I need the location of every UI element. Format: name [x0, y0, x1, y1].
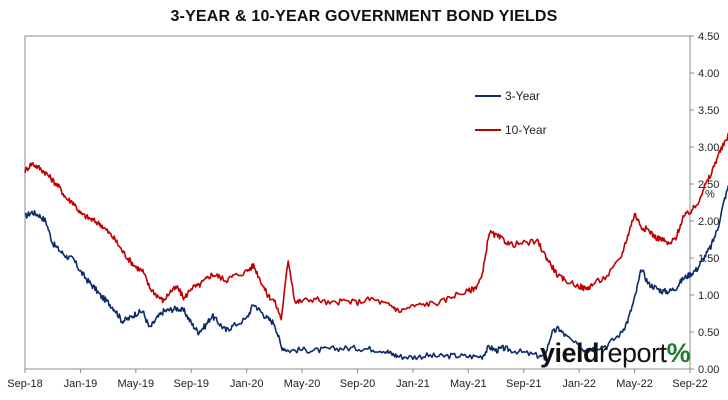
chart-title: 3-YEAR & 10-YEAR GOVERNMENT BOND YIELDS	[170, 8, 558, 25]
x-tick-label: Sep-20	[340, 378, 375, 390]
x-tick-label: May-19	[117, 378, 154, 390]
x-tick-label: Sep-22	[672, 378, 707, 390]
brand-logo: yieldreport%	[540, 338, 691, 369]
x-tick-label: May-22	[616, 378, 653, 390]
brand-part-yield: yield	[540, 338, 600, 368]
x-tick-label: May-20	[284, 378, 321, 390]
legend-label: 3-Year	[505, 89, 540, 103]
y-tick-label: 4.00	[698, 68, 719, 80]
series-line-10-year	[24, 132, 728, 321]
y-tick-label: 3.00	[698, 142, 719, 154]
brand-part-report: report	[599, 338, 667, 368]
y-tick-label: 4.50	[698, 31, 719, 43]
x-tick-label: Jan-20	[230, 378, 264, 390]
x-tick-label: May-21	[450, 378, 487, 390]
brand-percent-symbol: %	[666, 338, 691, 368]
y-tick-label: 3.50	[698, 105, 719, 117]
series-line-3-year	[24, 185, 728, 361]
y-tick-label: 1.00	[698, 290, 719, 302]
y-tick-label: 2.00	[698, 216, 719, 228]
x-tick-label: Jan-22	[562, 378, 596, 390]
y-tick-label: 1.50	[698, 253, 719, 265]
x-tick-label: Jan-21	[396, 378, 430, 390]
x-tick-label: Jan-19	[64, 378, 98, 390]
y-axis-label: %	[705, 189, 715, 201]
y-tick-label: 0.50	[698, 327, 719, 339]
legend-label: 10-Year	[505, 123, 547, 137]
x-tick-label: Sep-19	[174, 378, 209, 390]
y-tick-label: 0.00	[698, 364, 719, 376]
x-tick-label: Sep-21	[506, 378, 541, 390]
x-tick-label: Sep-18	[7, 378, 42, 390]
